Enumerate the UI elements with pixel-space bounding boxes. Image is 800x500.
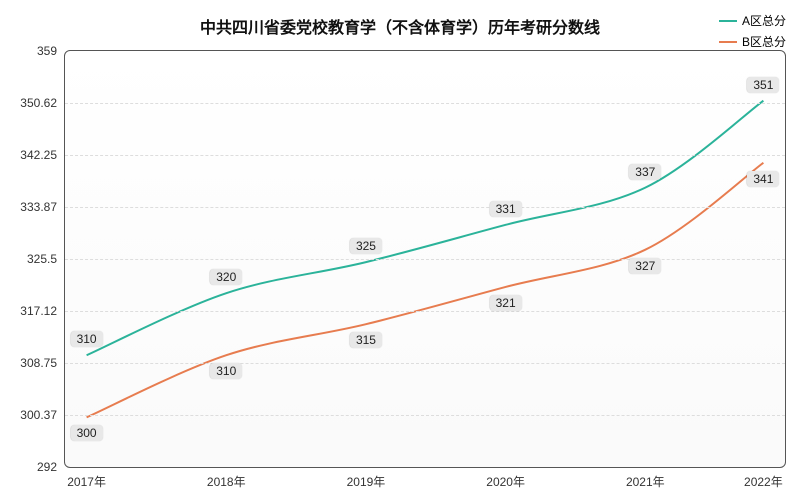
gridline bbox=[65, 415, 785, 416]
x-axis-label: 2018年 bbox=[207, 473, 246, 490]
gridline bbox=[65, 259, 785, 260]
data-label: 320 bbox=[210, 269, 242, 285]
gridline bbox=[65, 103, 785, 104]
legend-label-a: A区总分 bbox=[742, 12, 786, 29]
legend-label-b: B区总分 bbox=[742, 33, 786, 50]
data-label: 315 bbox=[350, 332, 382, 348]
x-axis-label: 2021年 bbox=[626, 473, 665, 490]
gridline bbox=[65, 363, 785, 364]
data-label: 337 bbox=[629, 164, 661, 180]
legend: A区总分 B区总分 bbox=[719, 12, 786, 54]
x-axis-label: 2017年 bbox=[67, 473, 106, 490]
gridline bbox=[65, 207, 785, 208]
data-label: 331 bbox=[490, 201, 522, 217]
y-axis-label: 333.87 bbox=[20, 200, 57, 214]
gridline bbox=[65, 311, 785, 312]
chart-container: 中共四川省委党校教育学（不含体育学）历年考研分数线 A区总分 B区总分 2923… bbox=[0, 0, 800, 500]
data-label: 300 bbox=[71, 425, 103, 441]
data-label: 321 bbox=[490, 295, 522, 311]
data-label: 341 bbox=[747, 171, 779, 187]
data-label: 327 bbox=[629, 258, 661, 274]
y-axis-label: 350.62 bbox=[20, 96, 57, 110]
y-axis-label: 325.5 bbox=[27, 252, 57, 266]
data-label: 351 bbox=[747, 77, 779, 93]
data-label: 310 bbox=[210, 363, 242, 379]
y-axis-label: 300.37 bbox=[20, 408, 57, 422]
gridline bbox=[65, 155, 785, 156]
x-axis-label: 2019年 bbox=[347, 473, 386, 490]
legend-item: A区总分 bbox=[719, 12, 786, 29]
series-line-0 bbox=[87, 101, 764, 356]
data-label: 310 bbox=[71, 331, 103, 347]
series-line-1 bbox=[87, 163, 764, 418]
y-axis-label: 342.25 bbox=[20, 148, 57, 162]
legend-swatch-b bbox=[719, 41, 737, 43]
x-axis-label: 2020年 bbox=[486, 473, 525, 490]
y-axis-label: 292 bbox=[37, 460, 57, 474]
data-label: 325 bbox=[350, 238, 382, 254]
legend-swatch-a bbox=[719, 20, 737, 22]
y-axis-label: 308.75 bbox=[20, 356, 57, 370]
chart-title: 中共四川省委党校教育学（不含体育学）历年考研分数线 bbox=[200, 14, 600, 38]
plot-area: 292300.37308.75317.12325.5333.87342.2535… bbox=[64, 50, 786, 468]
y-axis-label: 359 bbox=[37, 44, 57, 58]
y-axis-label: 317.12 bbox=[20, 304, 57, 318]
x-axis-label: 2022年 bbox=[744, 473, 783, 490]
legend-item: B区总分 bbox=[719, 33, 786, 50]
